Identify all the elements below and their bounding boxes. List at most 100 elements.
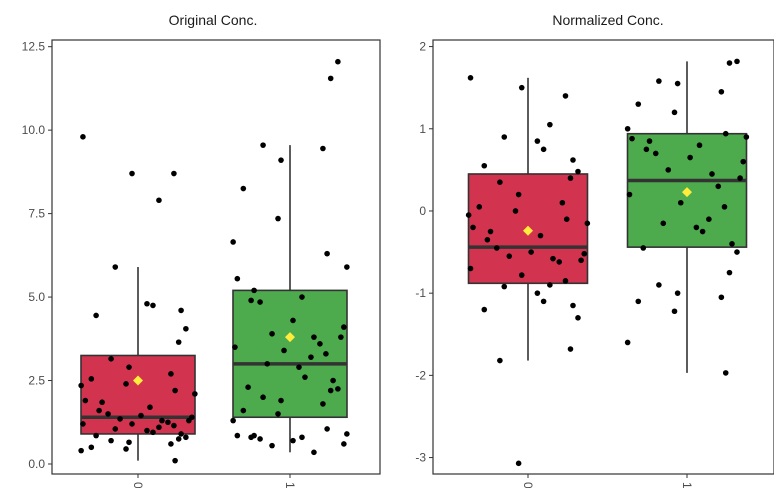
data-point: [696, 142, 703, 149]
data-point: [257, 299, 263, 305]
y-tick-label: 5.0: [28, 290, 45, 304]
data-point: [528, 249, 534, 255]
data-point: [311, 334, 317, 340]
data-point: [709, 171, 715, 177]
data-point: [484, 236, 491, 243]
data-point: [629, 135, 635, 142]
data-point: [699, 228, 706, 235]
data-point: [562, 93, 569, 99]
data-point: [323, 351, 329, 357]
data-point: [652, 150, 659, 157]
data-point: [721, 204, 728, 210]
panel-2: Normalized Conc. -3 -2 -1 0 1 2 0 1: [415, 12, 774, 488]
data-point: [80, 421, 86, 427]
data-point: [230, 417, 236, 424]
mean-marker: [682, 187, 692, 198]
data-point: [168, 441, 174, 447]
y-tick-label: -2: [415, 368, 426, 382]
data-point: [540, 146, 547, 153]
data-point: [726, 60, 733, 66]
panel-title: Normalized Conc.: [552, 12, 663, 28]
data-point: [126, 439, 132, 446]
data-point: [646, 138, 653, 144]
data-point: [171, 422, 177, 429]
data-point: [547, 282, 553, 288]
data-point: [129, 170, 135, 177]
data-point: [743, 134, 750, 140]
data-point: [575, 168, 581, 175]
data-point: [99, 399, 105, 406]
box-1: [232, 289, 348, 419]
data-point: [105, 411, 111, 417]
data-point: [165, 419, 171, 426]
data-point: [108, 437, 114, 444]
data-point: [324, 426, 330, 432]
data-point: [150, 429, 156, 436]
data-point: [497, 179, 503, 186]
data-point: [96, 407, 102, 414]
data-point: [506, 253, 513, 259]
data-point: [518, 272, 525, 278]
data-point: [518, 84, 525, 91]
data-point: [192, 391, 198, 397]
data-point: [726, 269, 733, 276]
data-point: [240, 185, 247, 192]
y-tick-label: 2: [419, 40, 426, 54]
data-point: [515, 460, 522, 467]
data-point: [556, 259, 563, 265]
data-point: [230, 239, 236, 245]
data-point: [257, 436, 263, 442]
data-point: [260, 394, 266, 401]
panel-1: Original Conc. 0.0 2.5 5.0 7.5 10.0 12.5 0 1: [22, 12, 381, 488]
data-point: [327, 387, 334, 394]
x-tick-label: 1: [283, 482, 297, 488]
data-point: [467, 75, 474, 81]
data-point: [674, 80, 681, 87]
data-point: [290, 317, 296, 324]
y-tick-label: 0: [419, 204, 426, 218]
data-point: [643, 146, 650, 153]
y-tick-label: 7.5: [28, 207, 45, 221]
x-tick-label: 0: [521, 482, 535, 488]
x-tick-label: 0: [131, 482, 145, 488]
data-point: [183, 434, 189, 441]
data-point: [150, 302, 156, 309]
data-point: [78, 447, 84, 454]
data-point: [718, 88, 725, 95]
data-point: [344, 431, 350, 437]
data-point: [335, 386, 341, 392]
data-point: [82, 397, 89, 404]
data-point: [501, 134, 508, 140]
data-point: [330, 377, 336, 384]
data-point: [278, 397, 284, 404]
data-point: [715, 183, 722, 190]
mean-marker: [285, 332, 295, 343]
data-point: [172, 457, 178, 464]
data-point: [534, 138, 541, 144]
data-point: [344, 264, 350, 270]
data-point: [550, 255, 556, 262]
data-point: [245, 384, 251, 391]
data-point: [559, 199, 566, 206]
panel-frame: [51, 39, 381, 475]
data-point: [317, 341, 323, 347]
data-point: [112, 264, 119, 270]
data-point: [299, 434, 305, 441]
data-point: [734, 58, 740, 65]
data-point: [512, 208, 519, 214]
data-point: [175, 436, 182, 442]
data-point: [129, 421, 135, 427]
data-point: [240, 407, 247, 414]
data-point: [677, 199, 684, 206]
data-point: [562, 278, 569, 284]
data-point: [144, 427, 150, 434]
data-point: [465, 212, 472, 218]
data-point: [640, 245, 647, 251]
data-point: [635, 298, 642, 305]
data-point: [687, 154, 693, 161]
data-point: [178, 307, 184, 314]
data-point: [269, 442, 275, 449]
data-point: [311, 449, 317, 456]
mean-marker: [523, 225, 533, 236]
